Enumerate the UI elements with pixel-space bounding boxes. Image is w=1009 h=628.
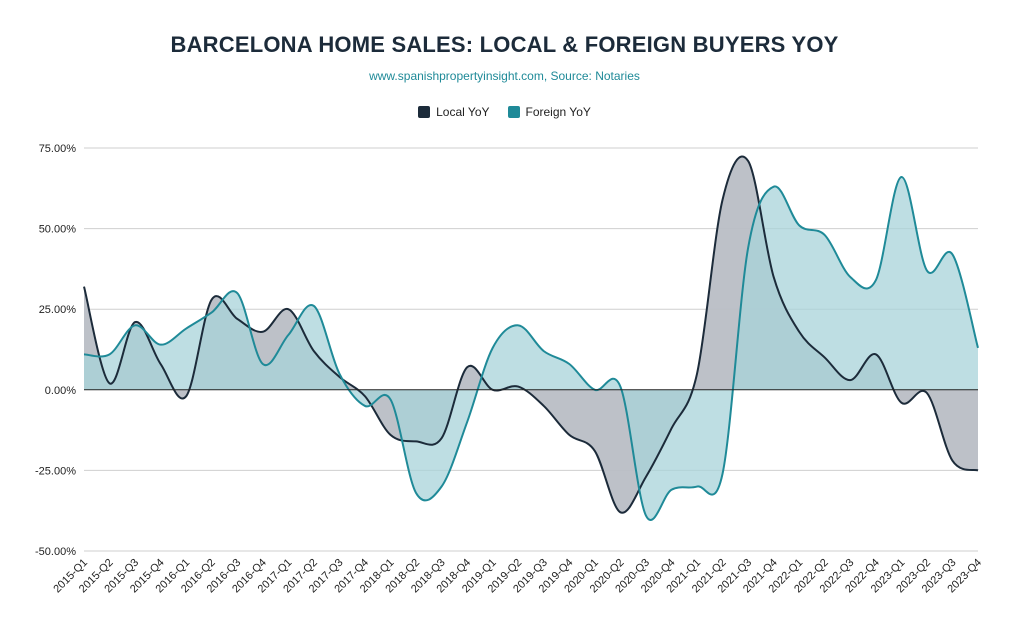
data-point-local[interactable] xyxy=(949,458,955,464)
data-point-foreign[interactable] xyxy=(847,274,853,280)
data-point-foreign[interactable] xyxy=(873,277,879,283)
legend: Local YoY Foreign YoY xyxy=(0,105,1009,119)
data-point-foreign[interactable] xyxy=(311,303,317,309)
data-point-local[interactable] xyxy=(260,329,266,335)
data-point-foreign[interactable] xyxy=(975,345,981,351)
data-point-foreign[interactable] xyxy=(796,222,802,228)
data-point-foreign[interactable] xyxy=(515,322,521,328)
data-point-foreign[interactable] xyxy=(694,484,700,490)
data-point-foreign[interactable] xyxy=(898,174,904,180)
data-point-foreign[interactable] xyxy=(81,351,87,357)
data-point-foreign[interactable] xyxy=(234,290,240,296)
data-point-foreign[interactable] xyxy=(822,232,828,238)
data-point-foreign[interactable] xyxy=(643,513,649,519)
data-point-foreign[interactable] xyxy=(541,348,547,354)
legend-swatch-foreign xyxy=(507,106,520,118)
data-point-foreign[interactable] xyxy=(617,384,623,390)
data-point-local[interactable] xyxy=(898,400,904,406)
chart-title: BARCELONA HOME SALES: LOCAL & FOREIGN BU… xyxy=(170,32,839,57)
data-point-foreign[interactable] xyxy=(336,371,342,377)
data-point-local[interactable] xyxy=(464,364,470,370)
y-tick-label: 0.00% xyxy=(45,385,76,397)
data-point-foreign[interactable] xyxy=(490,345,496,351)
data-point-local[interactable] xyxy=(285,306,291,312)
legend-swatch-local xyxy=(418,106,431,118)
data-point-local[interactable] xyxy=(107,380,113,386)
data-point-foreign[interactable] xyxy=(771,184,777,190)
data-point-foreign[interactable] xyxy=(183,326,189,332)
data-point-local[interactable] xyxy=(745,158,751,164)
data-point-local[interactable] xyxy=(158,361,164,367)
data-point-foreign[interactable] xyxy=(260,361,266,367)
data-point-local[interactable] xyxy=(975,467,981,473)
data-point-local[interactable] xyxy=(720,197,726,203)
data-point-local[interactable] xyxy=(694,371,700,377)
data-point-foreign[interactable] xyxy=(924,268,930,274)
data-point-local[interactable] xyxy=(771,274,777,280)
data-point-local[interactable] xyxy=(234,316,240,322)
y-tick-label: 25.00% xyxy=(39,304,77,316)
data-point-local[interactable] xyxy=(311,348,317,354)
data-point-local[interactable] xyxy=(209,297,215,303)
legend-label-foreign: Foreign YoY xyxy=(525,105,591,119)
data-point-local[interactable] xyxy=(439,435,445,441)
chart-subtitle[interactable]: www.spanishpropertyinsight.com, Source: … xyxy=(369,69,640,83)
series-line-local[interactable] xyxy=(83,155,979,514)
data-point-foreign[interactable] xyxy=(439,484,445,490)
data-point-foreign[interactable] xyxy=(158,342,164,348)
y-tick-label: -50.00% xyxy=(35,546,76,558)
legend-label-local: Local YoY xyxy=(436,105,490,119)
area-foreign xyxy=(84,176,978,520)
data-point-foreign[interactable] xyxy=(362,403,368,409)
data-point-local[interactable] xyxy=(515,384,521,390)
data-point-local[interactable] xyxy=(643,474,649,480)
data-point-foreign[interactable] xyxy=(107,351,113,357)
y-tick-label: 50.00% xyxy=(39,224,77,236)
data-point-local[interactable] xyxy=(566,432,572,438)
data-point-local[interactable] xyxy=(592,448,598,454)
data-point-foreign[interactable] xyxy=(720,471,726,477)
data-point-foreign[interactable] xyxy=(464,419,470,425)
data-point-local[interactable] xyxy=(796,329,802,335)
data-point-foreign[interactable] xyxy=(285,332,291,338)
data-point-foreign[interactable] xyxy=(566,361,572,367)
data-point-foreign[interactable] xyxy=(745,245,751,251)
data-point-local[interactable] xyxy=(183,393,189,399)
legend-item-local[interactable]: Local YoY xyxy=(418,105,490,119)
data-point-foreign[interactable] xyxy=(209,309,215,315)
data-point-local[interactable] xyxy=(362,393,368,399)
data-point-foreign[interactable] xyxy=(388,396,394,402)
data-point-foreign[interactable] xyxy=(413,490,419,496)
data-point-local[interactable] xyxy=(388,432,394,438)
data-point-local[interactable] xyxy=(924,390,930,396)
data-point-foreign[interactable] xyxy=(668,487,674,493)
data-point-local[interactable] xyxy=(668,425,674,431)
y-tick-label: 75.00% xyxy=(39,143,77,155)
data-point-local[interactable] xyxy=(617,509,623,515)
data-point-foreign[interactable] xyxy=(949,251,955,257)
data-point-local[interactable] xyxy=(81,284,87,290)
legend-item-foreign[interactable]: Foreign YoY xyxy=(507,105,591,119)
data-point-foreign[interactable] xyxy=(132,322,138,328)
y-tick-label: -25.00% xyxy=(35,465,76,477)
data-point-local[interactable] xyxy=(847,377,853,383)
data-point-local[interactable] xyxy=(873,351,879,357)
data-point-local[interactable] xyxy=(541,403,547,409)
data-point-local[interactable] xyxy=(822,355,828,361)
data-point-local[interactable] xyxy=(413,438,419,444)
series-line-foreign[interactable] xyxy=(83,176,979,521)
